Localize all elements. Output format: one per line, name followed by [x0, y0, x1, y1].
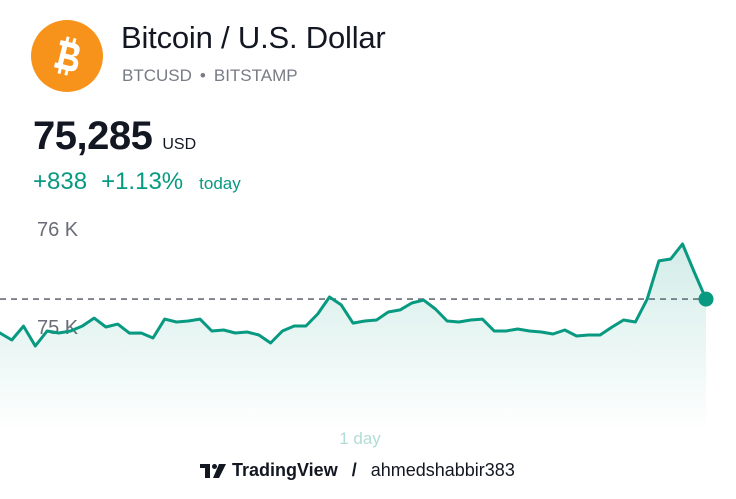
- author-name[interactable]: ahmedshabbir383: [370, 460, 515, 480]
- footer-separator: /: [351, 460, 357, 480]
- exchange-name: BITSTAMP: [213, 66, 298, 85]
- period-label: 1 day: [339, 429, 381, 448]
- price-currency: USD: [162, 136, 197, 153]
- last-price: 75,285: [33, 114, 153, 158]
- footer-attribution: TradingView / ahmedshabbir383: [200, 460, 515, 481]
- change-row: +838 +1.13% today: [33, 168, 241, 196]
- subtitle-separator: •: [199, 66, 206, 85]
- change-period-label: today: [199, 174, 241, 193]
- price-row: 75,285 USD: [33, 114, 196, 159]
- y-axis-tick-label: 76 K: [37, 219, 79, 241]
- ticker-symbol: BTCUSD: [122, 66, 192, 85]
- symbol-title: Bitcoin / U.S. Dollar: [121, 20, 386, 55]
- symbol-subtitle: BTCUSD • BITSTAMP: [122, 66, 298, 86]
- tradingview-label: TradingView: [232, 460, 338, 480]
- bitcoin-logo: [31, 20, 103, 92]
- tradingview-logo-icon: [200, 463, 226, 478]
- tradingview-brand[interactable]: TradingView: [200, 460, 338, 481]
- change-percent: +1.13%: [101, 168, 184, 195]
- price-area-fill: [0, 244, 706, 432]
- change-absolute: +838: [33, 168, 88, 195]
- bitcoin-icon: [53, 36, 80, 76]
- last-price-marker: [698, 291, 714, 307]
- price-line: [0, 242, 708, 348]
